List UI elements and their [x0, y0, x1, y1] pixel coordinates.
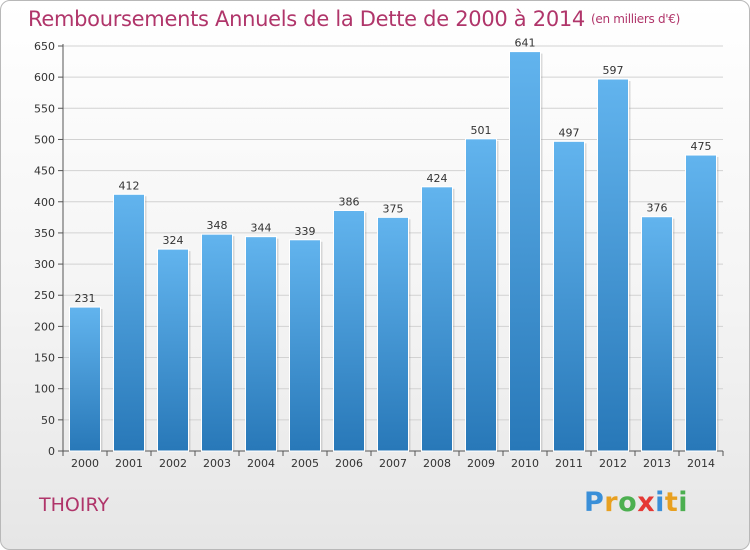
x-tick-label: 2004	[247, 457, 275, 470]
value-label: 339	[295, 225, 316, 238]
value-label: 501	[471, 124, 492, 137]
x-tick-label: 2008	[423, 457, 451, 470]
x-tick-label: 2011	[555, 457, 583, 470]
y-tick-label: 500	[34, 133, 55, 146]
x-tick-label: 2007	[379, 457, 407, 470]
value-label: 424	[427, 172, 448, 185]
bar-2004[interactable]	[245, 236, 277, 452]
x-tick-label: 2003	[203, 457, 231, 470]
value-label: 376	[647, 202, 668, 215]
logo-letter: P	[584, 487, 605, 518]
x-tick-label: 2009	[467, 457, 495, 470]
y-tick-label: 350	[34, 227, 55, 240]
x-tick-label: 2000	[71, 457, 99, 470]
bar-2007[interactable]	[377, 216, 409, 452]
logo-letter: i	[655, 487, 665, 518]
x-tick-label: 2013	[643, 457, 671, 470]
logo-letter: i	[678, 487, 689, 518]
y-tick-label: 550	[34, 102, 55, 115]
y-tick-label: 250	[34, 289, 55, 302]
y-tick-label: 300	[34, 258, 55, 271]
value-label: 597	[603, 64, 624, 77]
title-text: Remboursements Annuels de la Dette de 20…	[28, 7, 585, 31]
x-tick-label: 2014	[687, 457, 715, 470]
bar-2013[interactable]	[641, 216, 673, 452]
y-tick-label: 650	[34, 40, 55, 53]
bar-2003[interactable]	[201, 233, 233, 452]
y-tick-label: 0	[48, 445, 55, 458]
value-label: 497	[559, 126, 580, 139]
bar-2001[interactable]	[113, 193, 145, 452]
bar-2011[interactable]	[553, 140, 585, 452]
logo-letter: r	[604, 487, 619, 518]
y-tick-label: 600	[34, 71, 55, 84]
value-label: 231	[75, 292, 96, 305]
value-label: 344	[251, 222, 272, 235]
x-tick-label: 2012	[599, 457, 627, 470]
bar-2012[interactable]	[597, 78, 629, 452]
title-unit: (en milliers d'€)	[591, 12, 681, 26]
value-label: 641	[515, 37, 536, 50]
value-label: 375	[383, 202, 404, 215]
y-tick-label: 200	[34, 320, 55, 333]
chart-title: Remboursements Annuels de la Dette de 20…	[28, 7, 680, 31]
y-tick-label: 450	[34, 165, 55, 178]
bar-2008[interactable]	[421, 186, 453, 452]
bar-2002[interactable]	[157, 248, 189, 452]
value-label: 324	[163, 234, 184, 247]
logo-letter: t	[664, 487, 679, 518]
bar-2009[interactable]	[465, 138, 497, 452]
y-tick-label: 150	[34, 352, 55, 365]
y-tick-label: 50	[41, 414, 55, 427]
logo-letter: o	[618, 487, 638, 518]
value-label: 475	[691, 140, 712, 153]
value-label: 348	[207, 219, 228, 232]
value-label: 386	[339, 195, 360, 208]
x-tick-label: 2002	[159, 457, 187, 470]
x-tick-label: 2006	[335, 457, 363, 470]
commune-name: THOIRY	[39, 494, 110, 516]
x-tick-label: 2001	[115, 457, 143, 470]
proxiti-logo[interactable]: Proxiti	[584, 487, 688, 518]
bar-2000[interactable]	[69, 306, 101, 452]
bar-2014[interactable]	[685, 154, 717, 452]
bar-2010[interactable]	[509, 51, 541, 452]
x-tick-label: 2005	[291, 457, 319, 470]
x-tick-label: 2010	[511, 457, 539, 470]
logo-letter: x	[637, 487, 656, 518]
bar-2005[interactable]	[289, 239, 321, 452]
value-label: 412	[119, 179, 140, 192]
bar-2006[interactable]	[333, 209, 365, 452]
y-tick-label: 400	[34, 196, 55, 209]
y-tick-label: 100	[34, 383, 55, 396]
